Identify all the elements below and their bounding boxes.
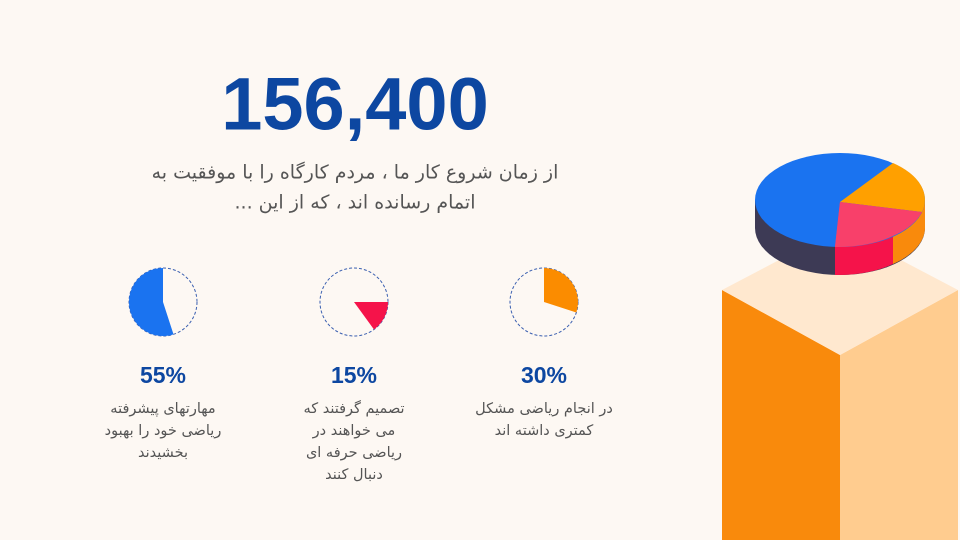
stat-description: کمتری داشته اند [495, 423, 594, 439]
pie-slice-red-2 [835, 202, 893, 248]
pie-wedge [129, 268, 174, 336]
column-right [840, 290, 958, 540]
stat-description: ریاضی خود را بهبود [105, 423, 222, 439]
headline: 156,400 [221, 63, 489, 146]
intro-line: از زمان شروع کار ما ، مردم کارگاه را با … [152, 161, 559, 184]
column-left [722, 290, 840, 540]
stat-description: در انجام ریاضی مشکل [475, 401, 613, 417]
intro-line: اتمام رسانده اند ، که از این ... [235, 192, 476, 214]
pie-slice-orange [840, 163, 925, 212]
stat-value: 30% [521, 362, 567, 388]
stat-description: بخشیدند [138, 445, 188, 461]
stat-description: ریاضی حرفه ای [306, 445, 402, 461]
stat-value: 15% [331, 362, 377, 388]
pie-wedge [354, 302, 388, 330]
stat-description: تصمیم گرفتند که [303, 400, 404, 417]
stat-value: 55% [140, 362, 186, 388]
pie-wedge [544, 268, 578, 313]
stat-description: می خواهند در [312, 423, 396, 439]
stat-description: مهارتهای پیشرفته [110, 401, 215, 417]
stat-description: دنبال کنند [325, 467, 383, 483]
